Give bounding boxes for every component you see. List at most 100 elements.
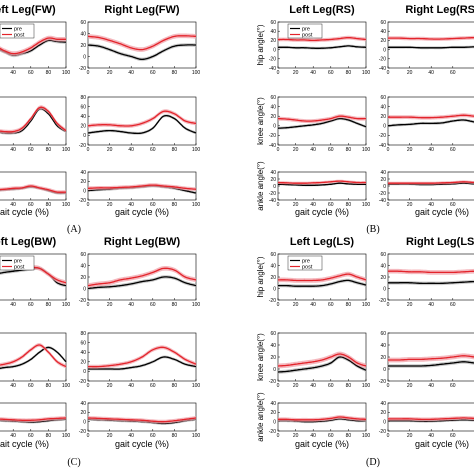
x-tick-label: 60 xyxy=(28,383,34,389)
post-line xyxy=(388,181,474,184)
y-tick-label: 40 xyxy=(380,104,386,110)
y-tick-label: 0 xyxy=(383,47,386,53)
y-tick-label: 40 xyxy=(80,114,86,120)
x-tick-label: 80 xyxy=(172,383,178,389)
axes-frame xyxy=(387,171,474,201)
y-tick-label: -20 xyxy=(379,379,386,385)
axes-ankle: 40 60 80 100 xyxy=(0,402,70,439)
pre-line xyxy=(278,45,366,49)
x-tick-label: 0 xyxy=(277,147,280,153)
x-tick-label: 0 xyxy=(87,383,90,389)
y-tick-label: 20 xyxy=(380,177,386,183)
y-tick-label: 80 xyxy=(80,95,86,101)
post-line xyxy=(388,36,474,40)
x-tick-label: 100 xyxy=(192,383,201,389)
x-tick-label: 40 xyxy=(10,147,16,153)
y-tick-label: 0 xyxy=(383,419,386,425)
panel-label-c: (C) xyxy=(67,457,80,468)
y-tick-label: 0 xyxy=(83,419,86,425)
y-tick-label: -20 xyxy=(269,298,276,304)
x-axis-label: gait cycle (%) xyxy=(415,207,469,217)
x-tick-label: 100 xyxy=(362,70,371,76)
y-tick-label: 60 xyxy=(380,95,386,101)
x-tick-label: 40 xyxy=(128,302,134,308)
x-tick-label: 20 xyxy=(107,383,113,389)
post-line xyxy=(88,35,197,51)
pre-line xyxy=(387,119,474,127)
y-tick-label: 0 xyxy=(273,419,276,425)
x-tick-label: 40 xyxy=(428,433,434,439)
x-tick-label: 20 xyxy=(293,70,299,76)
x-tick-label: 40 xyxy=(310,302,316,308)
post-band xyxy=(0,184,66,195)
post-line xyxy=(388,114,474,119)
subplot-title: Left Leg(LS) xyxy=(290,236,354,248)
y-tick-label: 60 xyxy=(270,252,276,258)
x-tick-label: 80 xyxy=(46,383,52,389)
pre-line xyxy=(278,182,366,186)
x-tick-label: 60 xyxy=(328,147,334,153)
x-tick-label: 60 xyxy=(28,202,34,208)
hip-axis-label: hip angle(°) xyxy=(256,24,265,65)
x-tick-label: 80 xyxy=(346,202,352,208)
post-line xyxy=(0,185,66,193)
x-tick-label: 0 xyxy=(277,202,280,208)
y-tick-label: -20 xyxy=(79,429,86,435)
x-tick-label: 80 xyxy=(172,202,178,208)
x-tick-label: 60 xyxy=(328,70,334,76)
x-tick-label: 40 xyxy=(428,147,434,153)
x-tick-label: 40 xyxy=(310,433,316,439)
post-band xyxy=(0,416,66,423)
y-tick-label: 40 xyxy=(270,104,276,110)
y-tick-label: -20 xyxy=(269,429,276,435)
x-tick-label: 60 xyxy=(450,70,456,76)
y-tick-label: 0 xyxy=(383,124,386,130)
x-tick-label: 0 xyxy=(277,383,280,389)
y-tick-label: 0 xyxy=(273,286,276,292)
y-tick-label: 20 xyxy=(380,410,386,416)
y-tick-label: 40 xyxy=(270,401,276,407)
y-tick-label: 60 xyxy=(270,20,276,26)
y-tick-label: 20 xyxy=(80,43,86,49)
y-tick-label: 60 xyxy=(270,95,276,101)
x-tick-label: 40 xyxy=(10,383,16,389)
x-tick-label: 80 xyxy=(346,70,352,76)
x-tick-label: 20 xyxy=(407,202,413,208)
axes-frame xyxy=(387,21,474,69)
pre-band xyxy=(0,266,66,288)
x-tick-label: 100 xyxy=(192,302,201,308)
post-band xyxy=(0,343,66,369)
x-tick-label: 60 xyxy=(28,147,34,153)
x-tick-label: 20 xyxy=(107,202,113,208)
x-tick-label: 60 xyxy=(150,302,156,308)
pre-line xyxy=(87,114,197,135)
x-tick-label: 20 xyxy=(107,433,113,439)
x-tick-label: 60 xyxy=(450,302,456,308)
post-band xyxy=(388,113,474,120)
x-tick-label: 80 xyxy=(346,433,352,439)
y-tick-label: 40 xyxy=(380,170,386,176)
pre-band xyxy=(388,279,474,286)
x-axis-label: gait cycle (%) xyxy=(415,439,469,449)
x-tick-label: 40 xyxy=(428,70,434,76)
y-tick-label: 40 xyxy=(80,401,86,407)
y-tick-label: 0 xyxy=(83,133,86,139)
x-tick-label: 40 xyxy=(428,383,434,389)
x-tick-label: 0 xyxy=(387,433,390,439)
y-tick-label: 0 xyxy=(273,367,276,373)
y-tick-label: 60 xyxy=(270,331,276,337)
post-line xyxy=(88,346,197,368)
x-tick-label: 0 xyxy=(387,302,390,308)
y-tick-label: 20 xyxy=(80,360,86,366)
x-tick-label: 100 xyxy=(362,433,371,439)
y-tick-label: 0 xyxy=(83,188,86,194)
y-tick-label: 0 xyxy=(273,47,276,53)
panel-label-b: (B) xyxy=(366,224,379,235)
x-tick-label: 80 xyxy=(46,147,52,153)
